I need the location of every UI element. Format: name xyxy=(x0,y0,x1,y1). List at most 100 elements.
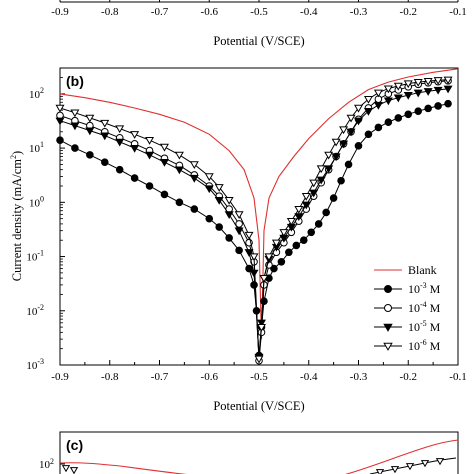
y-axis-label: Current density (mA/cm2) xyxy=(9,151,24,281)
panel-c-blank-curve-right xyxy=(345,439,459,474)
data-point xyxy=(354,104,363,113)
data-point xyxy=(405,463,415,471)
data-point xyxy=(354,142,363,150)
legend-item: 10-3 M xyxy=(374,281,441,296)
data-point xyxy=(316,176,326,185)
data-point xyxy=(363,108,373,116)
data-point xyxy=(301,201,311,210)
data-point xyxy=(71,144,79,152)
data-point xyxy=(404,110,413,119)
panel-c-frame xyxy=(59,431,459,474)
data-point xyxy=(314,220,323,228)
data-point xyxy=(443,76,453,85)
series-line xyxy=(59,68,459,340)
data-point xyxy=(264,253,274,262)
data-point xyxy=(175,198,184,207)
data-point xyxy=(260,297,268,306)
x-tick-label: -0.5 xyxy=(250,371,268,383)
y-tick-label: 10-3 xyxy=(26,357,44,372)
y-tick-label: 10-1 xyxy=(26,249,44,264)
x-tick-label: -0.4 xyxy=(300,371,318,383)
data-point xyxy=(145,151,155,160)
data-point xyxy=(115,125,125,134)
data-point xyxy=(346,128,356,137)
data-point xyxy=(286,217,296,226)
data-point xyxy=(270,264,278,273)
data-point xyxy=(423,88,433,96)
legend: Blank 10-3 M 10-4 M 10-5 M 10-6 M xyxy=(374,263,441,353)
data-point xyxy=(299,236,308,245)
panel-c-blank-curve xyxy=(59,462,187,474)
data-point xyxy=(383,85,393,94)
data-point xyxy=(285,248,293,257)
data-point xyxy=(444,99,452,108)
data-point xyxy=(339,140,349,149)
data-point xyxy=(393,94,403,103)
data-point xyxy=(160,190,169,199)
data-point xyxy=(277,258,286,266)
x-axis-label: Potential (V/SCE) xyxy=(213,399,304,413)
legend-item: 10-5 M xyxy=(374,319,441,334)
data-point xyxy=(244,249,254,257)
data-point xyxy=(279,229,289,237)
panel-a-x-tick-label: -0.2 xyxy=(400,6,417,18)
x-tick-label: -0.2 xyxy=(400,371,417,383)
data-point xyxy=(390,466,400,474)
data-point xyxy=(403,91,413,100)
data-point xyxy=(70,109,80,118)
data-point xyxy=(85,114,95,123)
data-point xyxy=(331,138,341,147)
legend-label: 10-5 M xyxy=(408,319,441,334)
panel-a-x-tick-label: -0.7 xyxy=(151,6,169,18)
series-blank xyxy=(59,68,459,340)
data-point xyxy=(443,85,453,94)
data-point xyxy=(145,182,154,190)
data-point xyxy=(249,269,259,278)
data-point xyxy=(225,234,233,242)
panel-a-x-tick-label: -0.1 xyxy=(449,6,466,18)
data-point xyxy=(331,153,341,162)
legend-label: 10-4 M xyxy=(408,300,441,315)
data-point xyxy=(384,285,392,293)
data-point xyxy=(393,82,403,91)
data-point xyxy=(435,458,445,466)
data-point xyxy=(301,193,311,201)
data-point xyxy=(145,137,155,145)
series-layer xyxy=(55,68,459,365)
data-point xyxy=(234,211,244,219)
x-tick-label: -0.8 xyxy=(101,371,119,383)
data-point xyxy=(115,138,125,147)
x-tick-label: -0.3 xyxy=(350,371,368,383)
legend-item: 10-6 M xyxy=(374,338,441,353)
data-point xyxy=(159,159,169,167)
data-point xyxy=(174,166,184,175)
data-point xyxy=(433,77,443,85)
data-point xyxy=(383,342,393,351)
panel-c-y-tick-label: 102 xyxy=(39,457,54,471)
data-point xyxy=(413,78,423,87)
data-point xyxy=(100,158,109,166)
data-point xyxy=(339,126,349,135)
data-point xyxy=(190,205,199,213)
x-tick-label: -0.9 xyxy=(51,371,69,383)
data-point xyxy=(56,136,64,144)
data-point xyxy=(69,467,79,474)
data-point xyxy=(249,253,259,262)
x-tick-label: -0.1 xyxy=(449,371,466,383)
data-point xyxy=(214,196,224,205)
data-point xyxy=(375,469,385,474)
y-tick-label: 10-2 xyxy=(26,303,44,318)
panel-c-curves xyxy=(59,439,459,474)
y-tick-label: 100 xyxy=(29,194,44,209)
data-point xyxy=(224,196,234,205)
x-axis: -0.9 -0.8 -0.7 -0.6 -0.5 -0.4 -0.3 -0.2 -0.1 xyxy=(51,360,467,383)
data-point xyxy=(234,227,244,236)
data-point xyxy=(235,246,243,255)
data-point xyxy=(364,130,373,139)
data-point xyxy=(344,160,353,169)
panel-c-remnant: (c) 102 xyxy=(39,431,459,474)
data-point xyxy=(324,165,334,174)
panel-a-x-tick-label: -0.3 xyxy=(350,6,368,18)
legend-item: Blank xyxy=(374,263,437,277)
panel-a-x-tick-label: -0.6 xyxy=(201,6,219,18)
